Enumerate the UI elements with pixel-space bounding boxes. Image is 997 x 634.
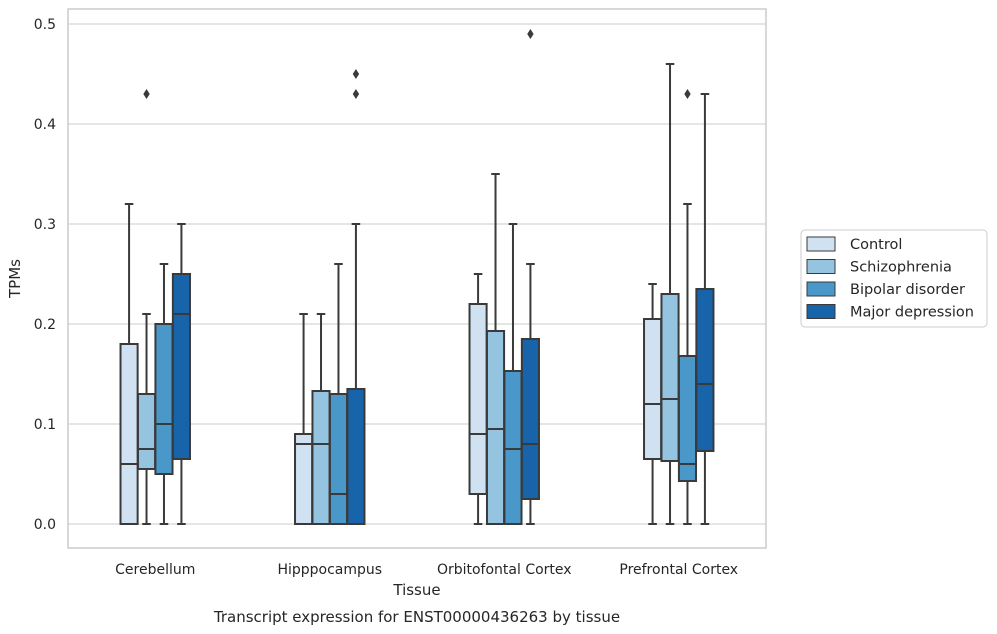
box — [294, 433, 314, 525]
y-tick-label: 0.4 — [34, 117, 56, 133]
x-tick-label: Hipppocampus — [277, 562, 382, 578]
y-axis-ticks: 0.0 0.1 0.2 0.3 0.4 0.5 — [34, 17, 56, 533]
box-0-2 — [154, 263, 174, 525]
box-2-1 — [485, 173, 506, 525]
box — [136, 393, 157, 470]
legend-label: Control — [850, 237, 902, 253]
y-axis-label: TPMs — [6, 259, 24, 299]
legend-swatch — [806, 236, 836, 252]
x-axis-ticks: Cerebellum Hipppocampus Orbitofontal Corte… — [115, 562, 738, 578]
box — [677, 355, 698, 482]
x-axis-label: Tissue — [392, 581, 440, 599]
box — [660, 293, 680, 462]
outlier-point — [352, 89, 360, 99]
box-3-2 — [677, 89, 698, 525]
y-tick-label: 0.5 — [34, 17, 56, 33]
outlier-point — [527, 29, 534, 39]
box — [311, 390, 331, 525]
legend-swatch — [806, 281, 836, 297]
box-1-1 — [311, 313, 331, 525]
box-2-2 — [503, 223, 523, 525]
outlier-point — [143, 89, 150, 99]
boxplot-marks — [119, 29, 715, 525]
legend-frame — [800, 229, 988, 328]
y-tick-label: 0.2 — [34, 317, 56, 333]
box-3-1 — [660, 63, 680, 525]
box-2-3 — [520, 29, 540, 525]
box — [346, 388, 366, 525]
legend-swatch — [806, 304, 836, 319]
outlier-point — [684, 89, 691, 99]
chart-caption: Transcript expression for ENST0000043626… — [213, 608, 620, 626]
legend-swatch — [806, 259, 836, 274]
box-3-0 — [643, 283, 663, 525]
box — [171, 273, 191, 460]
plot-frame — [67, 8, 767, 549]
box — [119, 343, 139, 525]
box-0-3 — [171, 223, 191, 525]
box-1-3 — [346, 69, 366, 525]
box — [328, 393, 349, 525]
legend: Control Schizophrenia Bipolar disorder Majo… — [800, 229, 988, 328]
box — [468, 303, 488, 495]
box-3-3 — [695, 93, 715, 525]
box-1-0 — [294, 313, 314, 525]
box — [503, 370, 523, 525]
outlier-point — [352, 69, 360, 79]
box-0-0 — [119, 203, 139, 525]
y-tick-label: 0.0 — [34, 517, 56, 533]
y-tick-label: 0.1 — [34, 417, 56, 433]
legend-label: Bipolar disorder — [850, 282, 965, 298]
box-2-0 — [468, 273, 488, 525]
legend-label: Major depression — [850, 305, 974, 321]
x-tick-label: Cerebellum — [115, 562, 195, 578]
box — [520, 338, 540, 500]
legend-label: Schizophrenia — [850, 260, 952, 276]
box — [154, 323, 174, 475]
box-1-2 — [328, 263, 349, 525]
box-0-1 — [136, 89, 157, 525]
box — [695, 288, 715, 452]
x-tick-label: Prefrontal Cortex — [619, 562, 738, 578]
box — [643, 318, 663, 460]
box — [485, 330, 506, 525]
x-tick-label: Orbitofontal Cortex — [437, 562, 572, 578]
y-tick-label: 0.3 — [34, 217, 56, 233]
